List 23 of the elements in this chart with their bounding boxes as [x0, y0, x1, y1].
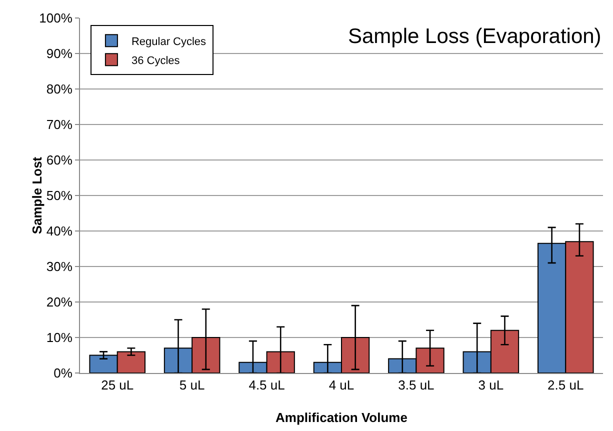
legend-label: Regular Cycles: [131, 36, 207, 48]
y-tick-label: 60%: [46, 152, 73, 168]
y-tick-label: 50%: [46, 188, 73, 204]
legend-label: 36 Cycles: [131, 54, 180, 67]
x-tick-label: 4 uL: [328, 378, 354, 393]
y-tick-label: 100%: [39, 10, 73, 26]
x-tick-label: 3 uL: [478, 378, 504, 393]
chart-title: Sample Loss (Evaporation): [348, 25, 602, 48]
x-tick-label: 3.5 uL: [398, 378, 434, 393]
x-tick-label: 5 uL: [179, 378, 205, 393]
y-tick-label: 0%: [54, 366, 73, 381]
y-tick-label: 40%: [46, 224, 73, 239]
x-tick-label: 25 uL: [101, 378, 134, 393]
y-tick-label: 10%: [46, 330, 73, 346]
y-axis-title: Sample Lost: [29, 156, 44, 234]
x-axis-title: Amplification Volume: [276, 410, 408, 425]
x-tick-label: 4.5 uL: [248, 378, 285, 393]
y-tick-label: 70%: [46, 117, 73, 132]
y-tick-label: 80%: [46, 82, 73, 97]
y-tick-label: 30%: [46, 259, 73, 274]
x-tick-label: 2.5 uL: [548, 378, 584, 393]
y-tick-label: 20%: [46, 294, 73, 310]
y-tick-label: 90%: [46, 46, 73, 62]
